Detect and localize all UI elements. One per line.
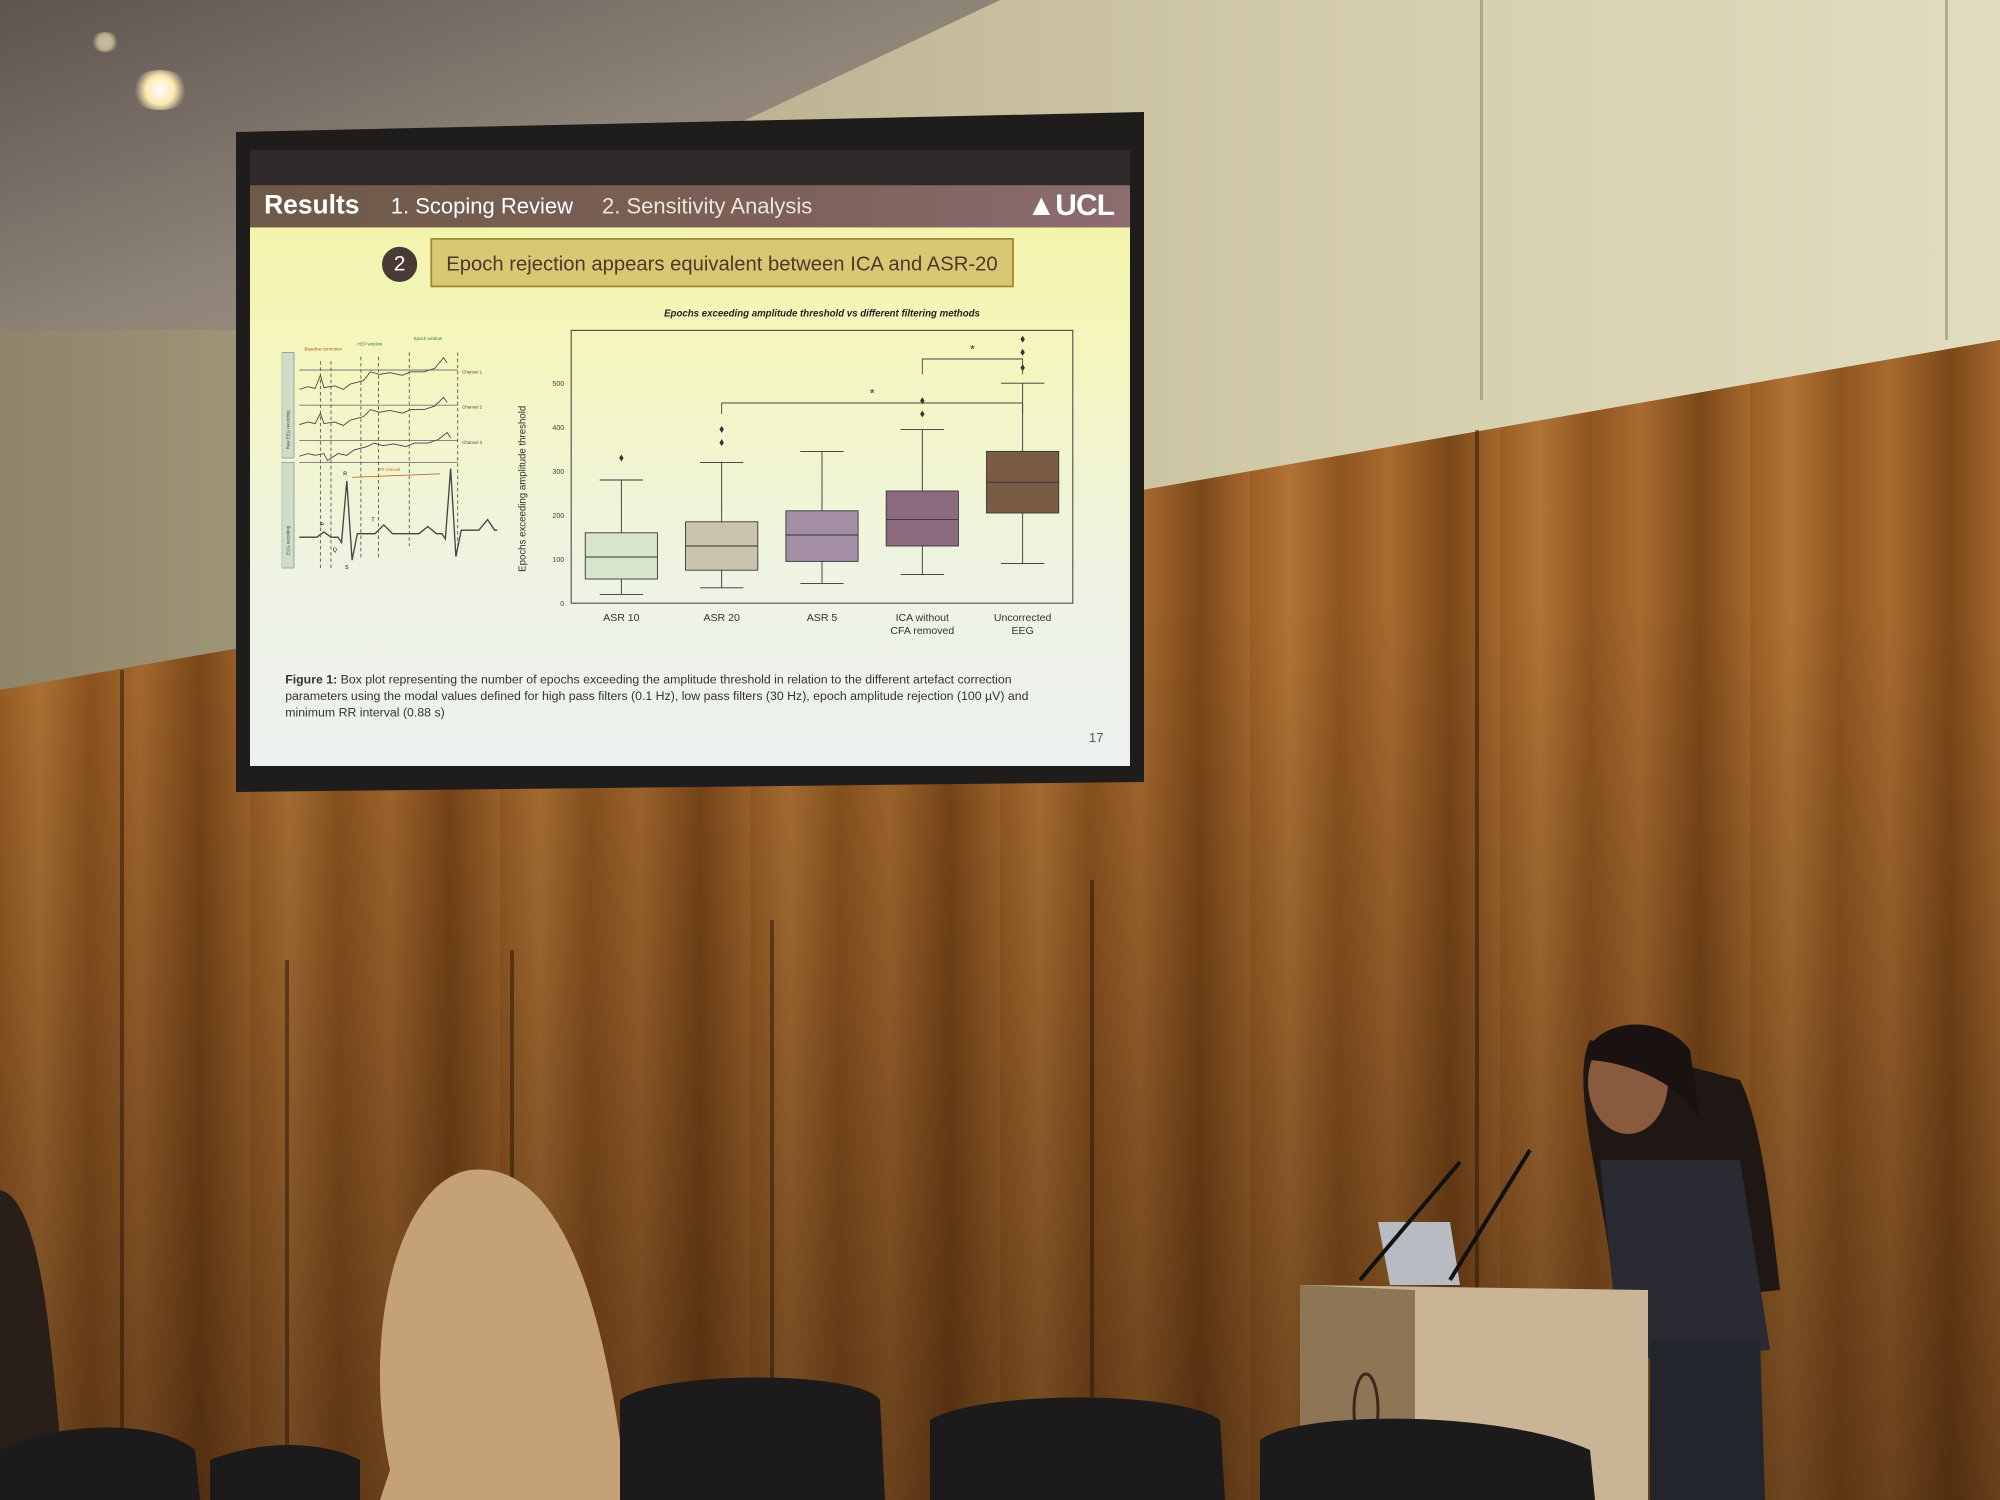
x-tick-label: CFA removed <box>890 625 954 637</box>
label-baseline-correction: Baseline correction <box>305 347 343 352</box>
wood-seam <box>120 670 124 1500</box>
page-number: 17 <box>1088 730 1104 746</box>
laptop <box>1378 1222 1460 1285</box>
audience-chair <box>1260 1418 1595 1500</box>
side-label-ecg: ECG recording <box>286 525 291 555</box>
eeg-side-label-box <box>281 351 295 459</box>
slide-header: Results 1. Scoping Review 2. Sensitivity… <box>250 150 1130 228</box>
outlier-point <box>719 425 724 433</box>
presentation-slide: Results 1. Scoping Review 2. Sensitivity… <box>250 150 1130 766</box>
y-tick-label: 300 <box>552 469 564 476</box>
y-tick-label: 200 <box>552 513 564 520</box>
x-tick-label: Uncorrected <box>994 612 1052 624</box>
wood-seam <box>1090 880 1094 1500</box>
audience-chair <box>0 1427 200 1500</box>
box-plot-chart: Epochs exceeding amplitude threshold vs … <box>510 295 1091 647</box>
significance-star: * <box>970 343 975 357</box>
audience-member-head <box>0 1190 60 1460</box>
figure-caption: Figure 1: Box plot representing the numb… <box>285 671 1042 721</box>
y-axis-label: Epochs exceeding amplitude threshold <box>517 406 528 572</box>
eeg-ecg-diagram: Raw EEG recording ECG recording Baseline… <box>281 336 498 571</box>
wood-seam <box>285 960 289 1500</box>
wall-panel-seam <box>1480 0 1483 400</box>
y-tick-label: 500 <box>552 381 564 388</box>
presenter-hair-top <box>1585 1024 1700 1120</box>
box-plot-svg: Epochs exceeding amplitude threshold vs … <box>517 308 1074 637</box>
x-tick-label: ASR 5 <box>807 612 838 624</box>
tab-scoping-review: 1. Scoping Review <box>390 194 574 219</box>
audience-chair <box>930 1397 1225 1500</box>
microphones <box>1358 1148 1532 1282</box>
plot-frame <box>570 329 1074 604</box>
caption-text: Box plot representing the number of epoc… <box>285 671 1029 720</box>
significance-star: * <box>870 387 875 401</box>
outlier-point <box>719 439 724 447</box>
box <box>885 490 959 547</box>
box <box>584 532 658 580</box>
label-hep-window: HEP window <box>357 341 383 346</box>
caption-label: Figure 1: <box>285 671 338 686</box>
audience-member-head <box>379 1169 640 1500</box>
label-epoch-window: Epoch window <box>414 336 443 341</box>
x-tick-label: ASR 10 <box>603 612 639 624</box>
y-tick-label: 100 <box>552 557 564 564</box>
wave-q: Q <box>333 547 337 553</box>
audience-chair <box>620 1377 885 1500</box>
wave-r: R <box>343 472 347 478</box>
y-tick-label: 400 <box>552 425 564 432</box>
significance-bracket <box>721 402 1024 415</box>
label-channel-1: Channel 1 <box>462 370 483 375</box>
wood-seam <box>770 920 774 1500</box>
x-tick-label: ASR 20 <box>704 612 740 624</box>
presenter-trousers <box>1650 1340 1765 1500</box>
ceiling-light <box>90 32 120 52</box>
audience-chair <box>210 1445 360 1500</box>
label-rr-interval: RR interval <box>378 467 400 472</box>
wave-t: T <box>371 517 375 523</box>
x-tick-label: ICA without <box>896 612 949 624</box>
box <box>785 510 859 562</box>
point-title: Epoch rejection appears equivalent betwe… <box>430 238 1014 288</box>
wave-s: S <box>345 565 349 571</box>
wall-panel-seam <box>1945 0 1948 340</box>
x-tick-label: EEG <box>1011 625 1033 637</box>
section-title: Results <box>264 190 360 220</box>
wood-seam <box>1475 430 1479 1500</box>
chart-title: Epochs exceeding amplitude threshold vs … <box>664 308 980 319</box>
significance-bracket <box>921 358 1024 375</box>
ucl-logo: ▲UCL <box>1026 188 1115 223</box>
ceiling-light <box>130 70 190 110</box>
side-label-eeg: Raw EEG recording <box>286 410 291 449</box>
y-tick-label: 0 <box>560 601 564 608</box>
ecg-side-label-box <box>281 461 295 569</box>
rr-interval-line <box>352 473 441 478</box>
logo-text: UCL <box>1055 188 1115 223</box>
wave-p: P <box>320 523 324 529</box>
point-number-badge: 2 <box>382 246 418 282</box>
label-channel-3: Channel 3 <box>462 440 483 445</box>
header-dark-band <box>250 150 1130 186</box>
tab-sensitivity-analysis: 2. Sensitivity Analysis <box>602 194 813 219</box>
window-markers <box>319 352 459 569</box>
label-channel-2: Channel 2 <box>462 405 483 410</box>
